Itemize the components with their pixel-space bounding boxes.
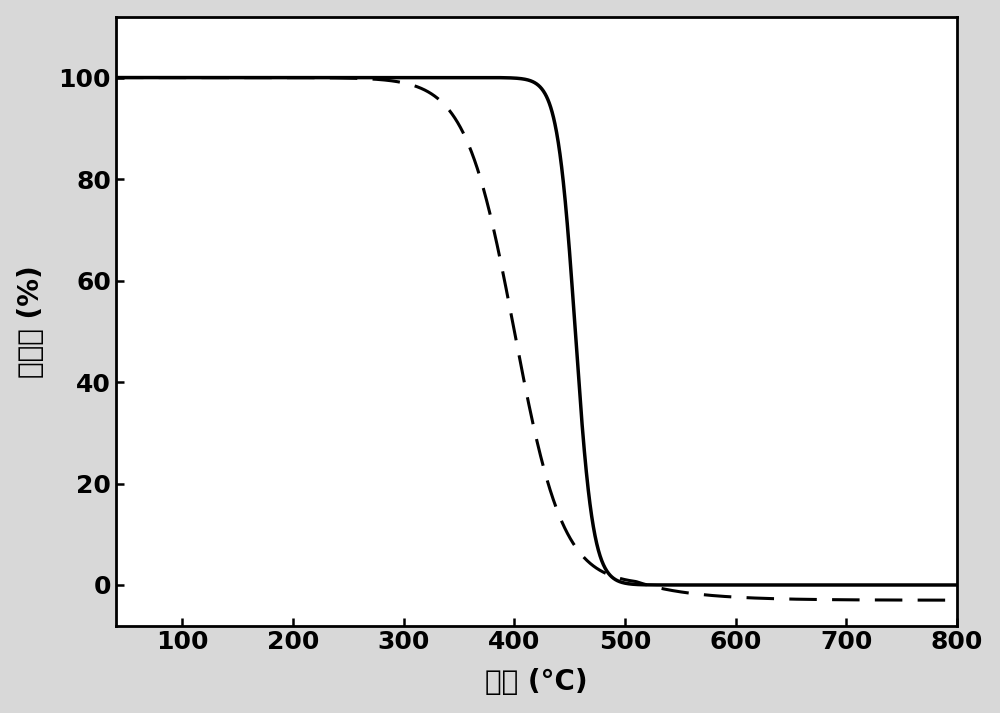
Y-axis label: 重量比 (%): 重量比 (%) xyxy=(17,265,45,377)
X-axis label: 温度 (°C): 温度 (°C) xyxy=(485,668,588,697)
